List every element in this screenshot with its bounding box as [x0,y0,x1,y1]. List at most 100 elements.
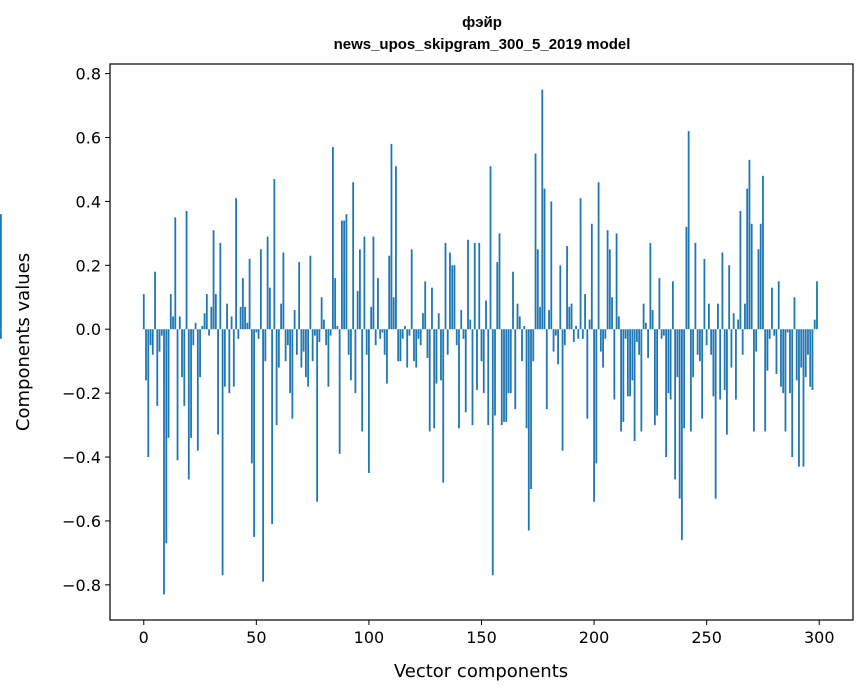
bar-component-224 [647,329,650,358]
bar-component-139 [455,329,458,346]
x-tick-label: 250 [691,628,722,647]
bar-component-142 [462,329,465,339]
bar-component-233 [667,329,670,394]
bar-component-128 [431,287,433,330]
bar-component-18 [183,329,186,406]
bar-component-194 [579,198,582,330]
bar-component-188 [566,246,568,330]
bar-component-68 [295,329,298,355]
bar-component-undefined [0,214,2,330]
bar-component-127 [428,329,431,432]
bar-component-176 [539,306,541,330]
bar-component-163 [509,329,512,394]
bar-component-205 [604,329,607,339]
bar-component-6 [156,329,159,406]
bar-component-141 [460,310,463,330]
bar-component-146 [471,329,474,426]
x-axis-label: Vector components [394,661,568,682]
bar-component-102 [372,236,375,330]
bar-component-268 [746,188,749,330]
bar-component-12 [169,294,172,330]
x-tick-label: 200 [579,628,610,647]
bar-component-35 [221,329,224,576]
bar-component-161 [505,329,508,422]
bar-component-0 [142,294,145,330]
bar-component-160 [503,329,505,422]
bar-component-21 [190,329,192,438]
bar-component-24 [196,329,199,451]
bar-component-180 [548,310,550,330]
bar-component-126 [426,329,429,358]
bar-component-165 [514,329,517,410]
y-tick-label: −0.6 [62,512,101,531]
bar-component-162 [507,329,510,394]
bar-component-121 [415,329,418,368]
bar-component-182 [552,329,555,352]
bar-component-167 [518,316,521,330]
bar-component-60 [277,329,280,368]
bar-component-61 [280,303,283,330]
bar-component-55 [266,236,269,330]
bar-component-241 [685,226,688,330]
chart-subtitle: news_upos_skipgram_300_5_2019 model [334,36,631,53]
bar-component-101 [370,306,373,330]
bar-component-296 [809,329,812,387]
y-tick-label: −0.4 [62,448,101,467]
bar-component-122 [417,329,420,339]
bar-component-107 [383,329,386,355]
bar-component-266 [741,329,744,355]
bar-component-45 [244,306,246,330]
bar-component-112 [395,166,397,330]
bar-component-155 [491,329,494,576]
y-tick-label: 0.6 [76,128,101,147]
bar-component-124 [422,313,424,330]
bar-component-192 [575,326,577,330]
bar-component-243 [689,329,692,432]
bar-component-39 [230,316,233,330]
bar-component-57 [271,329,274,525]
x-tick-label: 0 [139,628,149,647]
bar-component-140 [458,329,460,429]
x-tick-label: 100 [354,628,385,647]
bar-component-25 [199,329,201,378]
bar-component-250 [705,329,708,346]
bar-component-260 [728,265,731,330]
bar-component-75 [311,329,314,362]
bar-component-17 [181,329,183,378]
bar-component-288 [791,329,794,458]
bar-component-135 [446,329,449,355]
bar-component-166 [516,303,519,330]
bar-component-117 [406,329,409,368]
bar-component-46 [246,322,249,330]
bar-component-173 [532,329,535,362]
bar-component-153 [487,329,490,426]
bar-component-206 [606,230,609,330]
bar-component-280 [773,329,776,336]
bar-component-144 [467,239,469,330]
bar-component-36 [223,329,226,387]
bar-component-81 [325,329,328,346]
bar-component-136 [449,252,451,330]
bar-component-261 [730,329,733,368]
bar-component-185 [559,265,562,330]
bar-component-54 [264,329,267,362]
bar-component-114 [399,329,402,362]
bar-component-134 [444,242,447,330]
bar-component-271 [753,329,755,432]
bar-component-204 [602,329,604,368]
bar-component-277 [766,329,769,371]
bar-component-252 [710,329,713,355]
bar-component-130 [435,329,438,384]
bar-component-210 [615,233,618,330]
bar-component-4 [151,329,154,355]
bar-component-30 [210,306,213,330]
bar-component-49 [253,329,255,537]
bar-component-211 [617,316,620,330]
bar-component-62 [282,252,285,330]
bar-component-125 [424,281,427,330]
bar-component-129 [433,329,436,429]
bar-component-279 [771,287,773,330]
bar-component-119 [410,249,413,330]
bar-component-78 [318,329,321,342]
bar-component-186 [561,329,564,451]
